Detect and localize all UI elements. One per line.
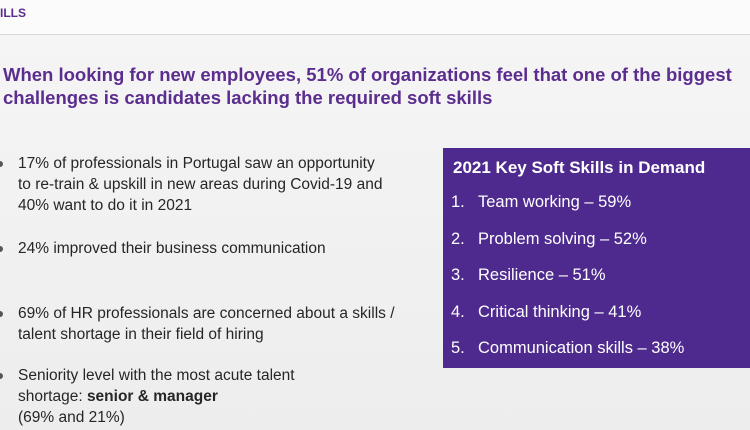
headline: When looking for new employees, 51% of o…: [3, 64, 732, 108]
skills-panel: 2021 Key Soft Skills in Demand 1. Team wo…: [443, 148, 750, 368]
bullet: 69% of HR professionals are concerned ab…: [0, 303, 418, 345]
bullet: Seniority level with the most acute tale…: [0, 365, 358, 428]
item-text: Critical thinking – 41%: [478, 302, 642, 321]
bullet: 24% improved their business communicatio…: [0, 238, 418, 259]
panel-title: 2021 Key Soft Skills in Demand: [453, 158, 706, 177]
item-number: 4.: [451, 302, 465, 321]
skill-item: 1. Team working – 59%: [451, 193, 631, 212]
item-text: Communication skills – 38%: [478, 339, 685, 357]
top-bar: ILLS: [0, 0, 750, 35]
item-number: 5.: [451, 339, 465, 357]
section-title: ILLS: [0, 6, 26, 20]
skill-item: 5. Communication skills – 38%: [451, 339, 684, 358]
skill-item: 2. Problem solving – 52%: [451, 230, 647, 249]
bullet: 17% of professionals in Portugal saw an …: [0, 153, 388, 216]
bullet-text: Seniority level with the most acute tale…: [18, 367, 295, 405]
item-number: 1.: [451, 193, 465, 211]
skill-item: 3. Resilience – 51%: [451, 266, 606, 285]
item-text: Problem solving – 52%: [478, 229, 647, 248]
skill-item: 4. Critical thinking – 41%: [451, 303, 641, 322]
item-number: 2.: [451, 229, 465, 248]
item-text: Resilience – 51%: [478, 266, 606, 284]
item-number: 3.: [451, 266, 465, 284]
item-text: Team working – 59%: [478, 193, 632, 211]
bullet-text: (69% and 21%): [18, 409, 125, 426]
slide-body: When looking for new employees, 51% of o…: [0, 35, 750, 430]
bullet-bold: senior & manager: [86, 388, 218, 405]
